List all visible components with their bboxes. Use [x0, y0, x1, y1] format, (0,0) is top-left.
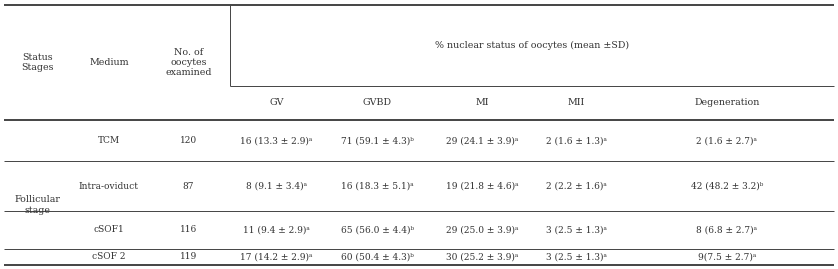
Text: 65 (56.0 ± 4.4)ᵇ: 65 (56.0 ± 4.4)ᵇ: [340, 225, 414, 235]
Text: Status
Stages: Status Stages: [22, 53, 54, 72]
Text: 116: 116: [180, 225, 197, 235]
Text: 42 (48.2 ± 3.2)ᵇ: 42 (48.2 ± 3.2)ᵇ: [691, 182, 763, 191]
Text: 8 (6.8 ± 2.7)ᵃ: 8 (6.8 ± 2.7)ᵃ: [696, 225, 758, 235]
Text: 9(7.5 ± 2.7)ᵃ: 9(7.5 ± 2.7)ᵃ: [698, 252, 756, 261]
Text: Intra-oviduct: Intra-oviduct: [79, 182, 139, 191]
Text: 19 (21.8 ± 4.6)ᵃ: 19 (21.8 ± 4.6)ᵃ: [446, 182, 518, 191]
Text: 119: 119: [180, 252, 197, 261]
Text: 16 (18.3 ± 5.1)ᵃ: 16 (18.3 ± 5.1)ᵃ: [341, 182, 413, 191]
Text: 120: 120: [180, 136, 197, 145]
Text: cSOF 2: cSOF 2: [92, 252, 126, 261]
Text: 29 (24.1 ± 3.9)ᵃ: 29 (24.1 ± 3.9)ᵃ: [446, 136, 518, 145]
Text: No. of
oocytes
examined: No. of oocytes examined: [165, 48, 212, 77]
Text: 3 (2.5 ± 1.3)ᵃ: 3 (2.5 ± 1.3)ᵃ: [546, 252, 607, 261]
Text: TCM: TCM: [98, 136, 120, 145]
Text: 11 (9.4 ± 2.9)ᵃ: 11 (9.4 ± 2.9)ᵃ: [243, 225, 310, 235]
Text: 29 (25.0 ± 3.9)ᵃ: 29 (25.0 ± 3.9)ᵃ: [446, 225, 518, 235]
Text: 2 (1.6 ± 2.7)ᵃ: 2 (1.6 ± 2.7)ᵃ: [696, 136, 758, 145]
Text: GV: GV: [269, 98, 284, 107]
Text: Follicular
stage: Follicular stage: [15, 195, 60, 215]
Text: GVBD: GVBD: [363, 98, 391, 107]
Text: Degeneration: Degeneration: [694, 98, 760, 107]
Text: 71 (59.1 ± 4.3)ᵇ: 71 (59.1 ± 4.3)ᵇ: [341, 136, 413, 145]
Text: MI: MI: [475, 98, 489, 107]
Text: 60 (50.4 ± 4.3)ᵇ: 60 (50.4 ± 4.3)ᵇ: [341, 252, 413, 261]
Text: 8 (9.1 ± 3.4)ᵃ: 8 (9.1 ± 3.4)ᵃ: [246, 182, 307, 191]
Text: MII: MII: [567, 98, 585, 107]
Text: Medium: Medium: [89, 58, 129, 67]
Text: 2 (1.6 ± 1.3)ᵃ: 2 (1.6 ± 1.3)ᵃ: [546, 136, 607, 145]
Text: 3 (2.5 ± 1.3)ᵃ: 3 (2.5 ± 1.3)ᵃ: [546, 225, 607, 235]
Text: 17 (14.2 ± 2.9)ᵃ: 17 (14.2 ± 2.9)ᵃ: [241, 252, 313, 261]
Text: 30 (25.2 ± 3.9)ᵃ: 30 (25.2 ± 3.9)ᵃ: [446, 252, 518, 261]
Text: % nuclear status of oocytes (mean ±SD): % nuclear status of oocytes (mean ±SD): [435, 41, 629, 50]
Text: 2 (2.2 ± 1.6)ᵃ: 2 (2.2 ± 1.6)ᵃ: [546, 182, 607, 191]
Text: cSOF1: cSOF1: [94, 225, 124, 235]
Text: 16 (13.3 ± 2.9)ᵃ: 16 (13.3 ± 2.9)ᵃ: [241, 136, 313, 145]
Text: 87: 87: [183, 182, 194, 191]
